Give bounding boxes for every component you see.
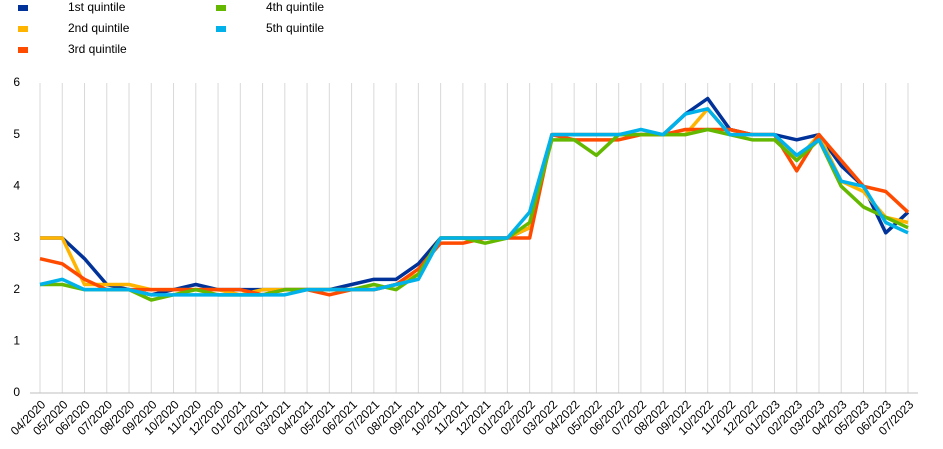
- y-tick-label: 4: [13, 179, 20, 193]
- legend-swatch: [216, 26, 226, 32]
- y-tick-label: 5: [13, 127, 20, 141]
- legend-label: 2nd quintile: [68, 21, 130, 35]
- y-tick-label: 6: [13, 75, 20, 89]
- series-line: [39, 127, 910, 297]
- series-line: [39, 107, 909, 297]
- legend-swatch: [18, 5, 28, 11]
- legend-swatch: [216, 5, 226, 11]
- legend-label: 1st quintile: [68, 0, 126, 14]
- y-tick-label: 0: [13, 385, 20, 399]
- legend-label: 4th quintile: [266, 0, 324, 14]
- y-tick-label: 3: [13, 230, 20, 244]
- legend-label: 5th quintile: [266, 21, 324, 35]
- legend-label: 3rd quintile: [68, 42, 127, 56]
- y-tick-label: 1: [13, 334, 20, 348]
- y-tick-label: 2: [13, 282, 20, 296]
- legend-swatch: [18, 47, 28, 53]
- series-line: [40, 96, 910, 297]
- series-line: [40, 127, 909, 302]
- legend-swatch: [18, 26, 28, 32]
